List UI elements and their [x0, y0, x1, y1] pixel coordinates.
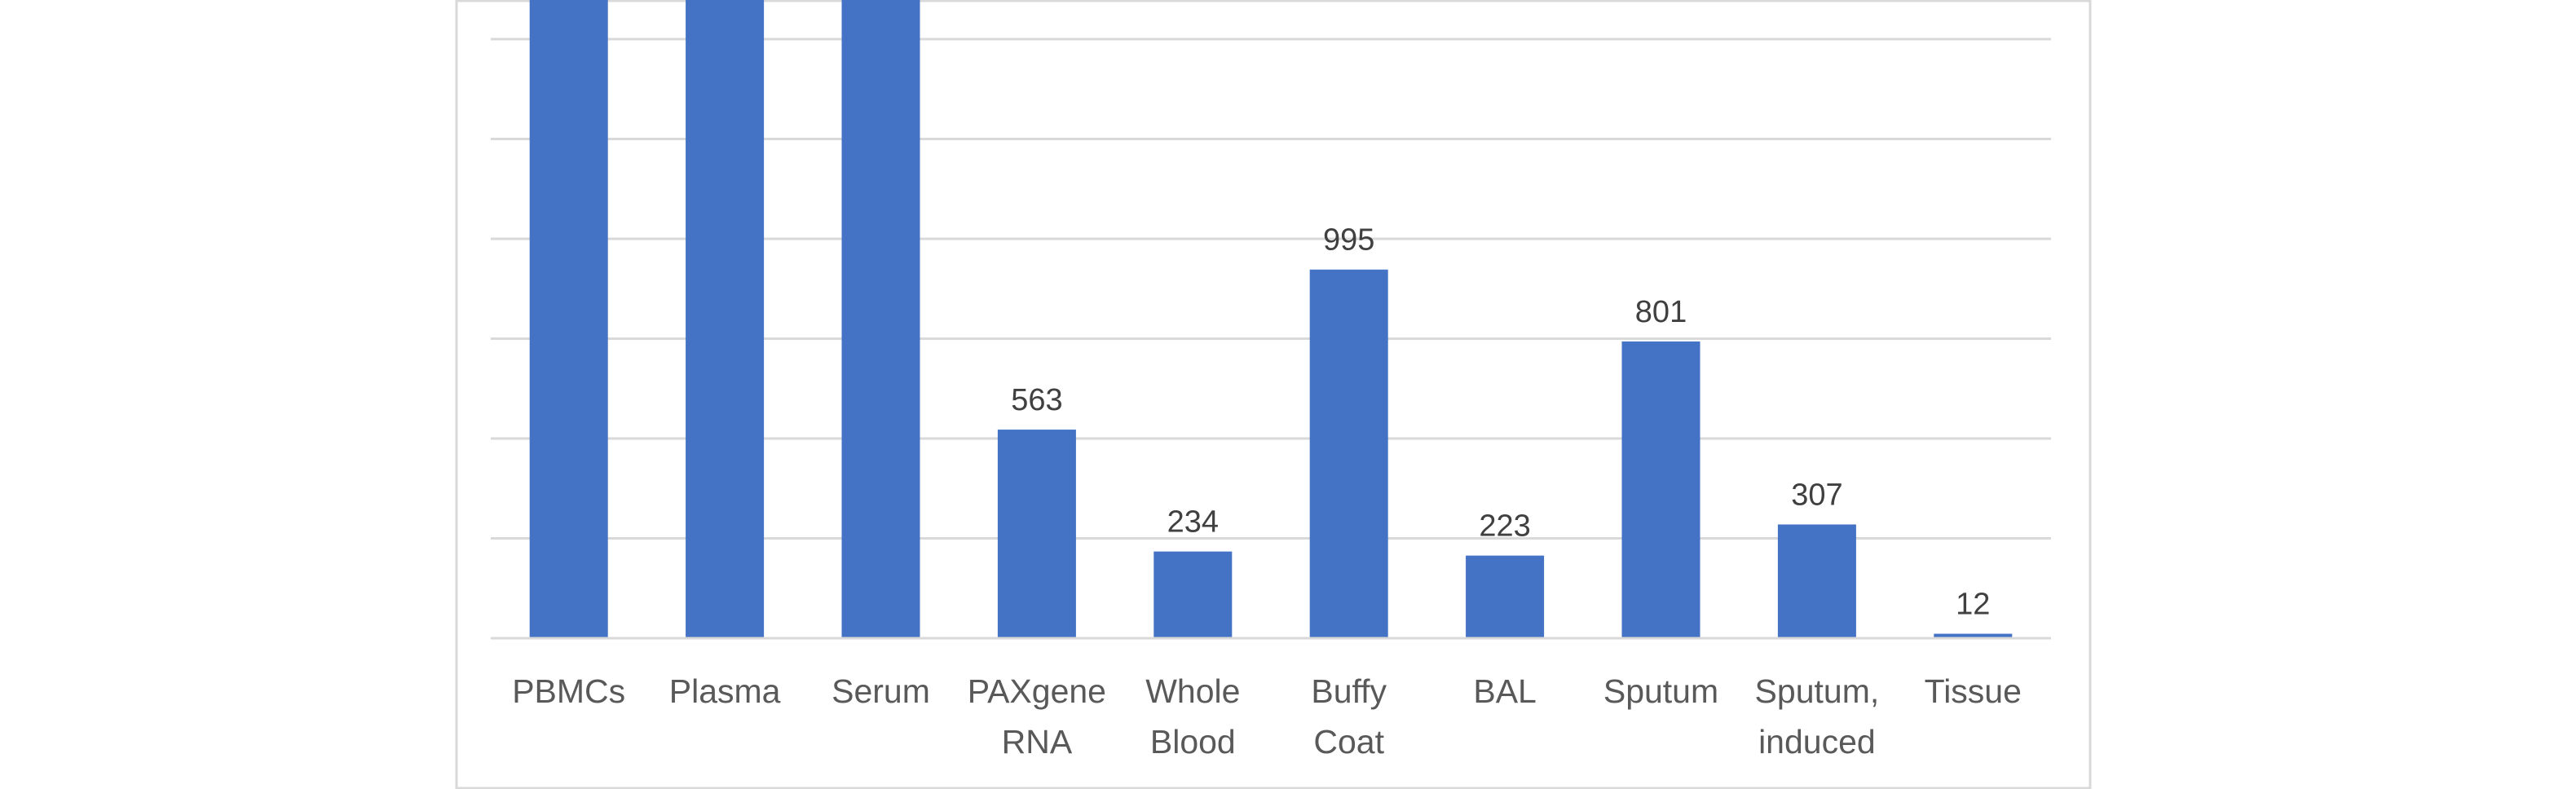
data-label: 223	[1479, 509, 1530, 544]
bar	[997, 430, 1076, 638]
bar	[1777, 524, 1856, 638]
category-label: RNA	[1002, 723, 1073, 760]
data-label: 12	[1956, 588, 1990, 622]
category-label: Blood	[1150, 723, 1236, 760]
data-label: 995	[1323, 223, 1374, 258]
category-label: Sputum,	[1755, 672, 1880, 710]
bar	[1621, 341, 1700, 638]
data-label: 801	[1635, 295, 1687, 329]
bar	[529, 0, 608, 638]
data-label: 563	[1011, 383, 1062, 417]
category-label: PBMCs	[512, 672, 625, 710]
category-label: induced	[1758, 723, 1876, 760]
data-label: 307	[1791, 478, 1842, 512]
bar	[1309, 269, 1388, 638]
chart-frame	[455, 0, 2092, 789]
data-labels: 49115234251656323499522380130712	[1011, 223, 1990, 622]
data-label: 234	[1167, 505, 1219, 540]
category-labels: PBMCs Plasma Serum PAXgene RNA Whole Blood Buff…	[512, 672, 2022, 760]
bars	[529, 0, 2013, 638]
category-label: Plasma	[669, 672, 781, 710]
category-label: Serum	[831, 672, 930, 710]
bar	[1153, 551, 1233, 638]
category-label: Buffy	[1311, 672, 1387, 710]
category-label: Sputum	[1603, 672, 1718, 710]
category-label: PAXgene	[968, 672, 1106, 710]
category-label: Coat	[1313, 723, 1384, 760]
category-label: Tissue	[1925, 672, 2022, 710]
category-label: Whole	[1145, 672, 1240, 710]
bar	[1466, 555, 1545, 638]
category-label: BAL	[1473, 672, 1537, 710]
bar	[686, 0, 765, 638]
bar	[1934, 633, 2013, 638]
bar	[841, 0, 920, 638]
